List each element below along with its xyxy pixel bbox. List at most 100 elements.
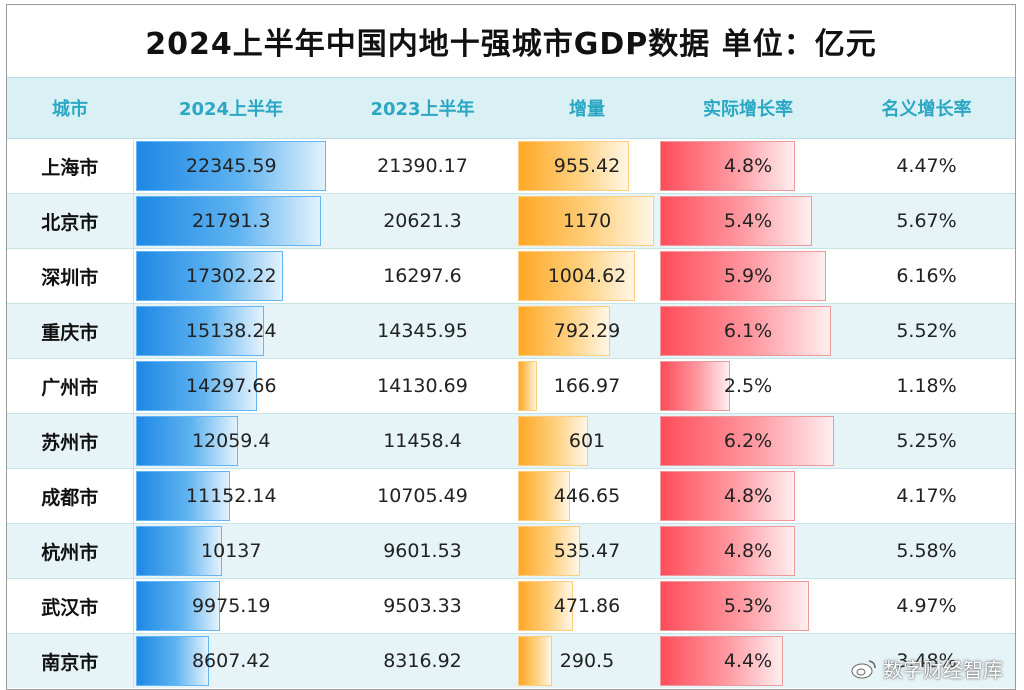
city-name: 杭州市 (7, 523, 134, 579)
col-header-increment: 增量 (516, 77, 658, 139)
gdp-2024-cell: 8607.42 (133, 633, 329, 688)
real-growth-cell: 6.2% (658, 413, 838, 469)
real-growth-bar (660, 196, 812, 246)
city-name: 上海市 (7, 138, 134, 194)
gdp-2024-cell: 11152.14 (133, 468, 329, 524)
gdp-2024-value: 8607.42 (191, 650, 271, 672)
city-name: 重庆市 (7, 303, 134, 359)
table-row: 成都市 11152.14 10705.49 446.65 4.8% 4.17% (7, 468, 1015, 524)
table-row: 苏州市 12059.4 11458.4 601 6.2% 5.25% (7, 413, 1015, 469)
increment-value: 535.47 (553, 540, 621, 562)
increment-cell: 1170 (516, 193, 658, 249)
watermark-text: 数字财经智库 (883, 658, 1003, 682)
nominal-growth-value: 5.67% (838, 193, 1015, 249)
real-growth-value: 5.4% (723, 210, 773, 232)
table-row: 杭州市 10137 9601.53 535.47 4.8% 5.58% (7, 523, 1015, 579)
real-growth-value: 2.5% (723, 375, 773, 397)
gdp-table: 城市 2024上半年 2023上半年 增量 实际增长率 名义增长率 上海市 223… (7, 77, 1015, 688)
real-growth-bar (660, 306, 832, 356)
col-header-gdp-2024: 2024上半年 (133, 77, 329, 139)
real-growth-value: 4.4% (723, 650, 773, 672)
real-growth-bar (660, 471, 795, 521)
table-row: 上海市 22345.59 21390.17 955.42 4.8% 4.47% (7, 138, 1015, 194)
table-row: 北京市 21791.3 20621.3 1170 5.4% 5.67% (7, 193, 1015, 249)
weibo-icon (851, 659, 876, 678)
gdp-2024-bar (135, 306, 265, 356)
gdp-2024-cell: 12059.4 (133, 413, 329, 469)
header-row: 城市 2024上半年 2023上半年 增量 实际增长率 名义增长率 (7, 77, 1015, 139)
gdp-2024-bar (135, 196, 321, 246)
increment-cell: 535.47 (516, 523, 658, 579)
increment-bar (518, 141, 630, 191)
gdp-2024-value: 10137 (201, 540, 262, 562)
increment-value: 1004.62 (547, 265, 627, 287)
gdp-2023-value: 9601.53 (329, 523, 516, 579)
gdp-2023-value: 10705.49 (329, 468, 516, 524)
real-growth-value: 5.3% (723, 595, 773, 617)
real-growth-value: 5.9% (723, 265, 773, 287)
gdp-2024-bar (135, 526, 222, 576)
increment-cell: 446.65 (516, 468, 658, 524)
real-growth-cell: 5.4% (658, 193, 838, 249)
city-name: 南京市 (7, 633, 134, 688)
nominal-growth-value: 4.47% (838, 138, 1015, 194)
real-growth-bar (660, 361, 731, 411)
city-name: 北京市 (7, 193, 134, 249)
gdp-2023-value: 20621.3 (329, 193, 516, 249)
increment-bar (518, 581, 573, 631)
gdp-2024-bar (135, 141, 326, 191)
real-growth-cell: 5.9% (658, 248, 838, 304)
nominal-growth-value: 6.16% (838, 248, 1015, 304)
gdp-2024-value: 22345.59 (185, 155, 277, 177)
increment-value: 471.86 (553, 595, 621, 617)
gdp-2024-value: 12059.4 (191, 430, 271, 452)
gdp-2024-cell: 21791.3 (133, 193, 329, 249)
gdp-2024-cell: 10137 (133, 523, 329, 579)
increment-value: 792.29 (553, 320, 621, 342)
gdp-2024-value: 21791.3 (191, 210, 271, 232)
gdp-2024-value: 9975.19 (191, 595, 271, 617)
increment-cell: 955.42 (516, 138, 658, 194)
real-growth-cell: 6.1% (658, 303, 838, 359)
real-growth-value: 6.2% (723, 430, 773, 452)
gdp-2023-value: 16297.6 (329, 248, 516, 304)
real-growth-value: 4.8% (723, 155, 773, 177)
nominal-growth-value: 3.48% (838, 633, 1015, 688)
increment-cell: 290.5 (516, 633, 658, 688)
gdp-2023-value: 8316.92 (329, 633, 516, 688)
gdp-2024-value: 17302.22 (185, 265, 277, 287)
gdp-table-panel: 2024上半年中国内地十强城市GDP数据 单位：亿元 城市 2024上半年 20… (6, 4, 1016, 690)
increment-cell: 601 (516, 413, 658, 469)
gdp-2023-value: 14130.69 (329, 358, 516, 414)
increment-value: 290.5 (559, 650, 615, 672)
watermark: 数字财经智库 (851, 654, 1003, 683)
real-growth-cell: 5.3% (658, 578, 838, 634)
increment-value: 601 (568, 430, 606, 452)
increment-cell: 471.86 (516, 578, 658, 634)
gdp-2023-value: 11458.4 (329, 413, 516, 469)
real-growth-bar (660, 416, 834, 466)
table-row: 广州市 14297.66 14130.69 166.97 2.5% 1.18% (7, 358, 1015, 414)
gdp-2024-cell: 22345.59 (133, 138, 329, 194)
increment-value: 955.42 (553, 155, 621, 177)
gdp-2023-value: 9503.33 (329, 578, 516, 634)
real-growth-cell: 4.8% (658, 523, 838, 579)
real-growth-bar (660, 526, 795, 576)
table-row: 武汉市 9975.19 9503.33 471.86 5.3% 4.97% (7, 578, 1015, 634)
gdp-2023-value: 14345.95 (329, 303, 516, 359)
city-name: 深圳市 (7, 248, 134, 304)
increment-value: 166.97 (553, 375, 621, 397)
increment-bar (518, 251, 635, 301)
increment-bar (518, 196, 654, 246)
city-name: 成都市 (7, 468, 134, 524)
gdp-2024-value: 11152.14 (185, 485, 277, 507)
nominal-growth-value: 1.18% (838, 358, 1015, 414)
gdp-2024-bar (135, 416, 239, 466)
gdp-2024-value: 14297.66 (185, 375, 277, 397)
gdp-2024-bar (135, 581, 221, 631)
gdp-2024-bar (135, 636, 209, 686)
increment-cell: 166.97 (516, 358, 658, 414)
gdp-2024-bar (135, 361, 258, 411)
col-header-real-growth: 实际增长率 (658, 77, 838, 139)
increment-bar (518, 636, 552, 686)
